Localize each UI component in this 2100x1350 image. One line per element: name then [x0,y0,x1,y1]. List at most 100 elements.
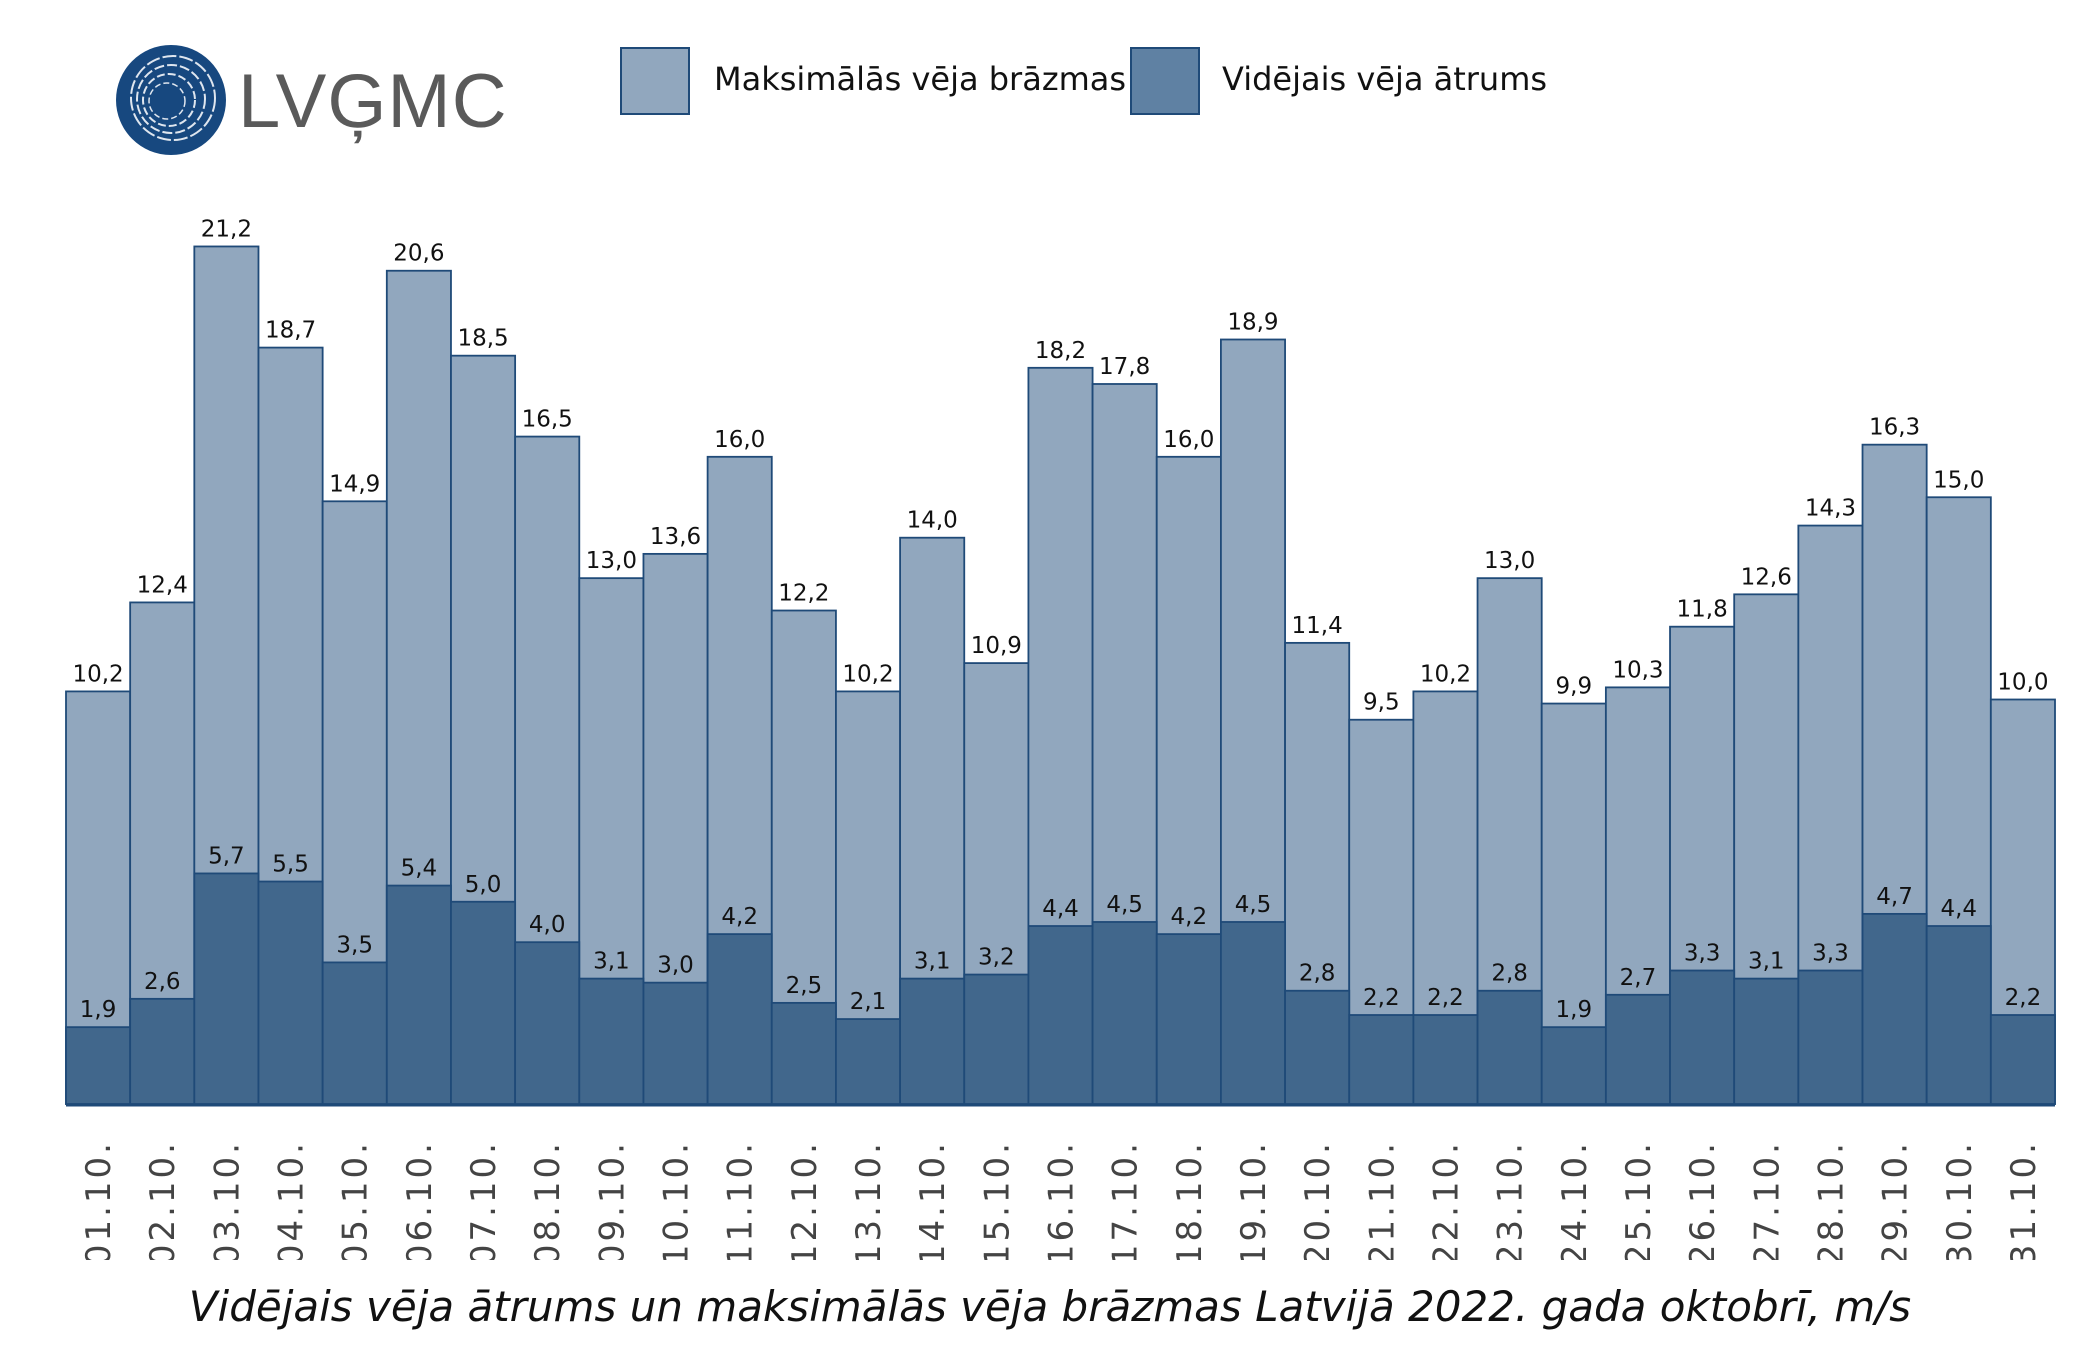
x-tick-label: 18.10. [1170,1140,1210,1260]
avg-speed-bar [65,1026,132,1105]
avg-speed-label: 5,4 [401,856,438,882]
x-tick-label: 08.10. [528,1140,568,1260]
avg-speed-label: 2,2 [1427,985,1464,1011]
x-tick-label: 07.10. [464,1140,504,1260]
avg-speed-label: 3,1 [593,949,630,975]
max-gust-label: 13,0 [1484,548,1535,574]
x-tick-label: 02.10. [143,1140,183,1260]
x-tick-label: 28.10. [1811,1140,1851,1260]
max-gust-label: 13,6 [650,524,701,550]
max-gust-label: 12,2 [778,581,829,607]
x-tick-label: 29.10. [1876,1140,1916,1260]
max-gust-label: 14,0 [907,508,958,534]
x-tick-label: 12.10. [785,1140,825,1260]
x-tick-label: 11.10. [721,1140,761,1260]
avg-speed-bar [129,997,196,1105]
max-gust-label: 16,5 [522,407,573,433]
avg-speed-label: 3,3 [1812,941,1849,967]
max-gust-label: 10,0 [1997,670,2048,696]
x-tick-label: 09.10. [592,1140,632,1260]
x-tick-label: 06.10. [400,1140,440,1260]
max-gust-label: 20,6 [393,241,444,267]
x-tick-label: 24.10. [1555,1140,1595,1260]
max-gust-label: 10,2 [72,661,123,687]
avg-speed-label: 3,1 [1748,949,1785,975]
legend-swatch-max-gusts [620,47,690,115]
x-tick-label: 30.10. [1940,1140,1980,1260]
avg-speed-bar [770,1001,837,1105]
avg-speed-bar [1669,969,1736,1105]
avg-speed-bar [1284,989,1351,1105]
x-tick-label: 03.10. [207,1140,247,1260]
max-gust-label: 9,9 [1556,674,1593,700]
x-tick-label: 31.10. [2004,1140,2044,1260]
avg-speed-label: 5,7 [208,843,245,869]
max-gust-label: 15,0 [1933,467,1984,493]
x-tick-label: 21.10. [1362,1140,1402,1260]
avg-speed-label: 2,2 [1363,985,1400,1011]
x-tick-label: 22.10. [1426,1140,1466,1260]
x-tick-label: 19.10. [1234,1140,1274,1260]
avg-speed-label: 4,2 [721,904,758,930]
x-tick-label: 27.10. [1747,1140,1787,1260]
x-tick-label: 25.10. [1619,1140,1659,1260]
avg-speed-bar [1733,977,1800,1105]
avg-speed-bar [1989,1014,2056,1105]
max-gust-label: 18,7 [265,318,316,344]
avg-speed-label: 3,1 [914,949,951,975]
avg-speed-bar [1540,1026,1607,1105]
avg-speed-label: 4,4 [1940,896,1977,922]
logo-text: LVĢMC [238,59,508,144]
avg-speed-label: 5,0 [465,872,502,898]
max-gust-label: 10,2 [1420,661,1471,687]
max-gust-label: 10,3 [1612,657,1663,683]
max-gust-label: 9,5 [1363,690,1400,716]
max-gust-label: 12,4 [137,572,188,598]
avg-speed-bar [706,933,773,1105]
legend-label-max-gusts: Maksimālās vēja brāzmas [714,60,1127,98]
legend-swatch-avg-speed [1130,47,1200,115]
avg-speed-bar [1476,989,1543,1105]
x-tick-label: 01.10. [79,1140,119,1260]
avg-speed-bar [1861,912,1928,1105]
avg-speed-bar [1220,921,1286,1105]
avg-speed-bar [1091,921,1158,1105]
max-gust-label: 16,3 [1869,415,1920,441]
avg-speed-label: 1,9 [80,997,117,1023]
avg-speed-label: 2,8 [1299,961,1336,987]
max-gust-label: 18,9 [1227,309,1278,335]
x-tick-label: 26.10. [1683,1140,1723,1260]
avg-speed-bar [835,1018,901,1105]
avg-speed-bar [1412,1014,1479,1105]
x-tick-label: 20.10. [1298,1140,1338,1260]
avg-speed-label: 5,5 [272,852,309,878]
x-tick-label: 10.10. [657,1140,697,1260]
avg-speed-bar [321,961,388,1105]
chart-title: Vidējais vēja ātrums un maksimālās vēja … [188,1282,1912,1331]
avg-speed-label: 2,7 [1620,965,1657,991]
x-tick-label: 15.10. [977,1140,1017,1260]
bar-chart: 10,2 12,4 21,2 18,7 14,9 20,6 18,5 16,5 13,0 13,6… [65,216,2056,1260]
avg-speed-bar [514,941,581,1105]
avg-speed-label: 1,9 [1556,997,1593,1023]
lvgmc-logo-icon [116,45,226,155]
avg-speed-label: 4,0 [529,912,566,938]
avg-speed-label: 4,5 [1235,892,1272,918]
max-gust-label: 21,2 [201,216,252,242]
avg-speed-bar [1027,925,1094,1105]
avg-speed-bar [1155,933,1222,1105]
avg-speed-bar [385,884,452,1105]
avg-speed-label: 3,3 [1684,941,1721,967]
avg-speed-bar [257,880,324,1105]
avg-speed-label: 2,1 [850,989,887,1015]
avg-speed-label: 2,8 [1491,961,1528,987]
avg-speed-label: 2,2 [2005,985,2042,1011]
avg-speed-label: 2,6 [144,969,181,995]
legend-label-avg-speed: Vidējais vēja ātrums [1222,60,1548,98]
max-gust-label: 18,2 [1035,338,1086,364]
max-gust-label: 11,4 [1292,613,1343,639]
x-tick-label: 13.10. [849,1140,889,1260]
avg-speed-label: 2,5 [786,973,823,999]
avg-speed-bar [1925,925,1992,1105]
avg-speed-bar [642,981,709,1105]
